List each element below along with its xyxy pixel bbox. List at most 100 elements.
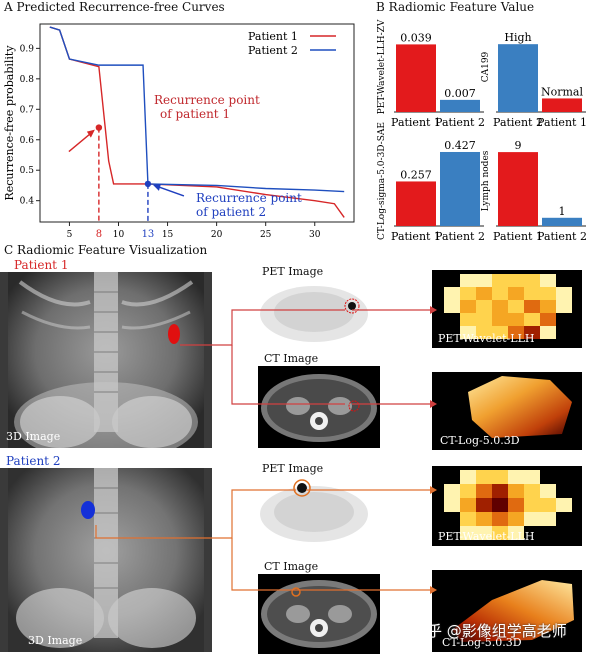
patient2-3d-label: 3D Image xyxy=(28,634,83,647)
pet-feature-cell xyxy=(460,313,476,326)
y-tick-label: 0.4 xyxy=(20,197,35,207)
patient2-ct-feature-label: CT-Log-5.0.3D xyxy=(442,636,522,649)
bar-3-2 xyxy=(440,151,480,226)
x-tick-label: 25 xyxy=(260,230,272,240)
arrowhead-p2 xyxy=(152,183,161,191)
bar-value-label-2-2: Normal xyxy=(541,85,583,98)
patient2-ct-feature-map: CT-Log-5.0.3D 知乎 @影像组学高老师 xyxy=(432,570,582,652)
pet-feature-cell xyxy=(524,287,540,300)
panel-a-title: A Predicted Recurrence-free Curves xyxy=(4,0,225,14)
patient1-3d-label: 3D Image xyxy=(6,430,61,443)
pet-feature-cell xyxy=(556,300,572,313)
pet-feature-cell xyxy=(492,512,508,526)
pet-feature-cell xyxy=(492,326,508,339)
patient1-ct-image xyxy=(258,366,380,448)
bar-1-1 xyxy=(396,44,436,112)
bar-category-label-2-1: Patient 2 xyxy=(493,116,543,129)
ct-image-label-2: CT Image xyxy=(264,560,319,573)
pet-feature-cell xyxy=(508,498,524,512)
pet-feature-cell xyxy=(556,287,572,300)
pet-feature-cell xyxy=(508,313,524,326)
legend-label-2: Patient 2 xyxy=(248,44,298,57)
patient1-ct-feature-map: CT-Log-5.0.3D xyxy=(432,372,582,450)
pet-feature-cell xyxy=(508,300,524,313)
pet-feature-cell xyxy=(524,300,540,313)
pet-feature-cell xyxy=(524,313,540,326)
recurrence-chart: 0.4 0.5 0.6 0.7 0.8 0.9 5 10 15 20 25 30 Recurrence-… xyxy=(3,23,355,240)
y-axis-label: Recurrence-free probability xyxy=(3,45,16,201)
bar-category-label-1-2: Patient 2 xyxy=(435,116,485,129)
pet-feature-cell xyxy=(460,300,476,313)
pet-feature-cell xyxy=(524,498,540,512)
marked-x-tick-p1: 8 xyxy=(96,229,102,240)
bar-chart-ylabel-2: CA199 xyxy=(481,51,491,82)
bar-4-1 xyxy=(498,152,538,226)
bar-category-label-4-1: Patient 1 xyxy=(493,230,543,243)
pet-feature-cell xyxy=(524,512,540,526)
pet-feature-cell xyxy=(476,287,492,300)
pet-feature-cell xyxy=(476,326,492,339)
pet-feature-cell xyxy=(508,287,524,300)
bar-category-label-2-2: Patient 1 xyxy=(537,116,587,129)
annotation-p2-line1: Recurrence point xyxy=(196,191,302,205)
pet-feature-cell xyxy=(460,484,476,498)
pet-feature-cell xyxy=(524,274,540,287)
plot-frame xyxy=(39,23,355,223)
pet-feature-cell xyxy=(460,326,476,339)
bar-value-label-4-2: 1 xyxy=(559,205,566,218)
pet-feature-cell xyxy=(444,287,460,300)
patient2-pet-image xyxy=(256,478,372,544)
pet-feature-cell xyxy=(492,287,508,300)
pet-feature-cell xyxy=(460,526,476,540)
x-tick-label: 15 xyxy=(162,230,174,240)
series-line-2 xyxy=(49,26,345,193)
pet-feature-cell xyxy=(476,512,492,526)
bar-category-label-4-2: Patient 2 xyxy=(537,230,587,243)
panel-b-title: B Radiomic Feature Value xyxy=(376,0,535,14)
bar-3-1 xyxy=(396,181,436,226)
pet-feature-cell xyxy=(540,313,556,326)
pet-feature-cell xyxy=(476,484,492,498)
annotation-p2-line2: of patient 2 xyxy=(196,205,266,219)
pet-feature-cell xyxy=(508,512,524,526)
pet-feature-cell xyxy=(476,274,492,287)
patient2-label: Patient 2 xyxy=(6,454,61,468)
pet-feature-cell xyxy=(460,274,476,287)
recurrence-p2-point xyxy=(144,180,152,188)
legend-label-1: Patient 1 xyxy=(248,30,298,43)
pet-feature-cell xyxy=(492,484,508,498)
x-tick-label: 10 xyxy=(113,230,125,240)
annotation-p1-line1: Recurrence point xyxy=(154,93,260,107)
pet-feature-cell xyxy=(508,470,524,484)
pet-feature-cell xyxy=(444,300,460,313)
y-tick-label: 0.7 xyxy=(20,105,35,115)
patient1-pet-image xyxy=(256,282,372,346)
pet-feature-cell xyxy=(492,526,508,540)
x-tick-label: 20 xyxy=(211,230,223,240)
pet-feature-cell xyxy=(508,274,524,287)
bar-4-2 xyxy=(542,217,582,226)
bar-value-label-3-1: 0.257 xyxy=(400,168,432,181)
bar-category-label-1-1: Patient 1 xyxy=(391,116,441,129)
pet-feature-cell xyxy=(476,300,492,313)
feature-bar-charts: PET-Wavelet-LLH-ZV 0.039 Patient 1 0.007 Pat… xyxy=(377,19,587,243)
y-tick-label: 0.6 xyxy=(20,136,35,146)
patient1-ct-feature-label: CT-Log-5.0.3D xyxy=(440,434,520,447)
pet-feature-cell xyxy=(476,470,492,484)
pet-feature-cell xyxy=(524,326,540,339)
pet-feature-cell xyxy=(492,300,508,313)
patient1-pet-feature-label: PET-Wavelet-LLH xyxy=(438,332,535,345)
pet-feature-cell xyxy=(476,498,492,512)
pet-feature-cell xyxy=(524,484,540,498)
recurrence-p1-point xyxy=(95,124,103,131)
bar-chart-ylabel-3: CT-Log-sigma-5.0-3D-SAE xyxy=(377,122,387,240)
x-tick-label: 5 xyxy=(67,230,73,240)
pet-feature-cell xyxy=(540,512,556,526)
pet-feature-cell xyxy=(460,470,476,484)
pet-feature-cell xyxy=(460,287,476,300)
bar-2-2 xyxy=(542,98,582,112)
arrow-p1 xyxy=(68,131,94,153)
pet-feature-cell xyxy=(540,484,556,498)
bar-category-label-3-2: Patient 2 xyxy=(435,230,485,243)
pet-feature-cell xyxy=(492,498,508,512)
